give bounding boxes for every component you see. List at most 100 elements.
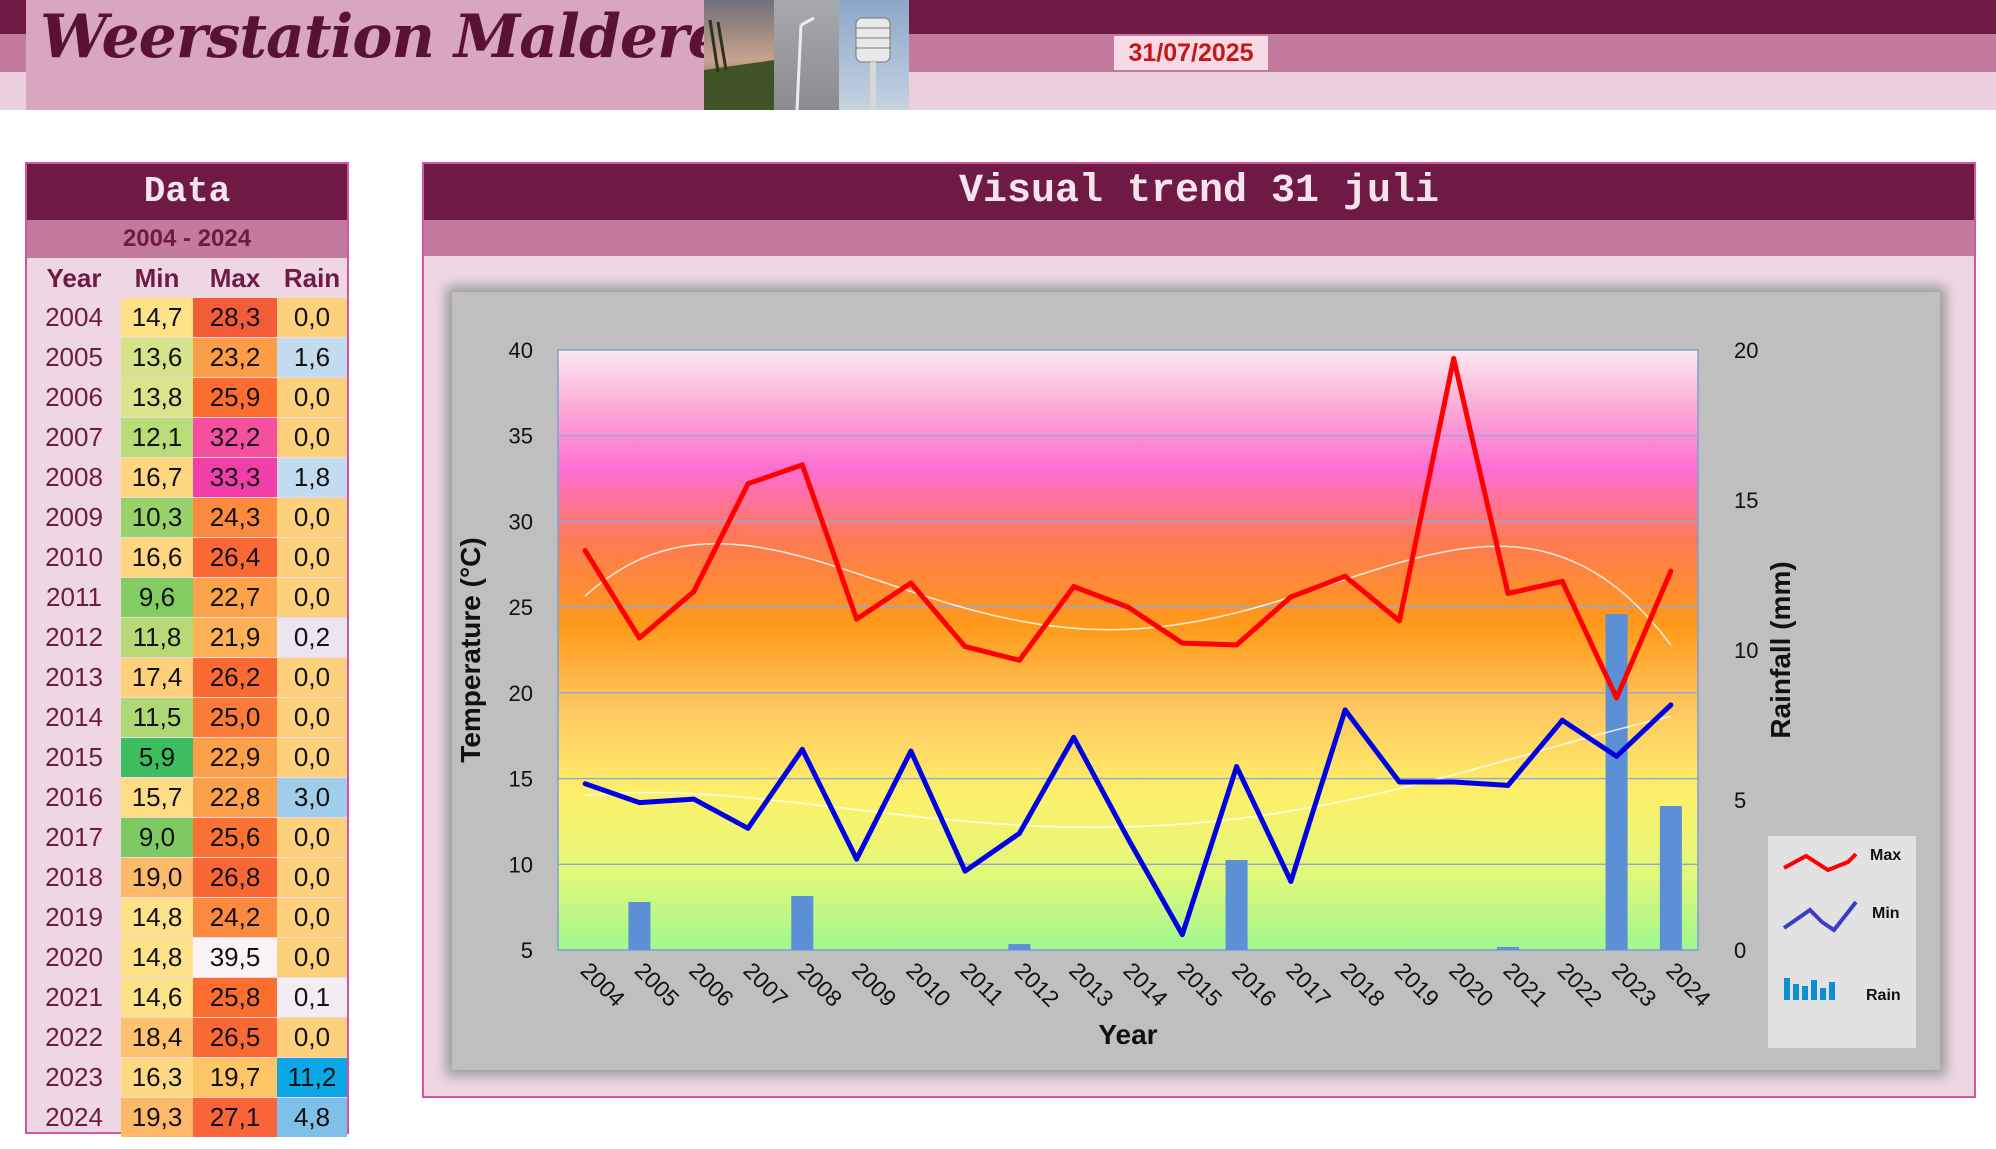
y-tick-label: 40 xyxy=(509,338,533,363)
rain-cell: 0,0 xyxy=(277,378,347,417)
year-cell: 2014 xyxy=(45,702,103,732)
min-point xyxy=(1071,734,1077,740)
rain-cell: 0,0 xyxy=(277,858,347,897)
min-point xyxy=(1125,836,1131,842)
table-row: 2013 17,4 26,2 0,0 xyxy=(27,658,347,698)
rain-cell: 0,0 xyxy=(277,818,347,857)
min-temp-cell: 9,0 xyxy=(121,818,193,857)
rain-cell: 0,0 xyxy=(277,698,347,737)
max-point xyxy=(1016,657,1022,663)
year-cell: 2008 xyxy=(45,462,103,492)
year-cell: 2007 xyxy=(45,422,103,452)
max-point xyxy=(1505,590,1511,596)
min-temp-cell: 5,9 xyxy=(121,738,193,777)
min-temp-cell: 16,6 xyxy=(121,538,193,577)
rain-cell: 4,8 xyxy=(277,1098,347,1137)
min-point xyxy=(1342,707,1348,713)
max-temp-cell: 25,6 xyxy=(193,818,277,857)
max-temp-cell: 33,3 xyxy=(193,458,277,497)
max-point xyxy=(908,580,914,586)
table-row: 2021 14,6 25,8 0,1 xyxy=(27,978,347,1018)
max-point xyxy=(636,635,642,641)
min-temp-cell: 14,8 xyxy=(121,898,193,937)
y2-tick-label: 20 xyxy=(1734,338,1758,363)
table-row: 2005 13,6 23,2 1,6 xyxy=(27,338,347,378)
min-point xyxy=(962,868,968,874)
legend-min-icon xyxy=(1782,900,1858,933)
year-cell: 2013 xyxy=(45,662,103,692)
rain-cell: 0,0 xyxy=(277,658,347,697)
max-point xyxy=(1234,642,1240,648)
max-point xyxy=(962,644,968,650)
column-header-max: Max xyxy=(209,263,261,293)
max-temp-cell: 27,1 xyxy=(193,1098,277,1137)
table-row: 2019 14,8 24,2 0,0 xyxy=(27,898,347,938)
min-temp-cell: 19,0 xyxy=(121,858,193,897)
photo-screen xyxy=(839,0,909,110)
chart-subheader-band xyxy=(424,220,1974,256)
min-point xyxy=(1179,932,1185,938)
min-point xyxy=(1668,702,1674,708)
min-temp-cell: 16,7 xyxy=(121,458,193,497)
rain-cell: 1,8 xyxy=(277,458,347,497)
table-row: 2022 18,4 26,5 0,0 xyxy=(27,1018,347,1058)
min-point xyxy=(1559,717,1565,723)
rain-cell: 0,0 xyxy=(277,538,347,577)
min-temp-cell: 13,6 xyxy=(121,338,193,377)
max-temp-cell: 23,2 xyxy=(193,338,277,377)
rain-cell: 0,0 xyxy=(277,298,347,337)
min-point xyxy=(636,800,642,806)
rain-cell: 0,0 xyxy=(277,898,347,937)
max-temp-cell: 24,3 xyxy=(193,498,277,537)
min-point xyxy=(1288,878,1294,884)
data-panel-title: Data xyxy=(27,164,347,220)
rain-cell: 0,0 xyxy=(277,578,347,617)
table-row: 2020 14,8 39,5 0,0 xyxy=(27,938,347,978)
rain-bar xyxy=(628,902,651,950)
max-point xyxy=(1614,695,1620,701)
max-temp-cell: 26,5 xyxy=(193,1018,277,1057)
min-point xyxy=(799,746,805,752)
table-row: 2010 16,6 26,4 0,0 xyxy=(27,538,347,578)
legend-box xyxy=(1768,836,1916,1048)
y-tick-label: 35 xyxy=(509,424,533,449)
year-cell: 2006 xyxy=(45,382,103,412)
y-tick-label: 10 xyxy=(509,852,533,877)
legend-rain-icon xyxy=(1784,978,1790,1000)
max-temp-cell: 26,8 xyxy=(193,858,277,897)
rain-bar xyxy=(1605,614,1628,950)
current-date: 31/07/2025 xyxy=(1114,36,1268,70)
legend-rain-icon xyxy=(1829,982,1835,1000)
max-point xyxy=(1396,618,1402,624)
legend-rain-icon xyxy=(1820,988,1826,1000)
min-temp-cell: 16,3 xyxy=(121,1058,193,1097)
table-row: 2004 14,7 28,3 0,0 xyxy=(27,298,347,338)
max-point xyxy=(691,589,697,595)
column-header-year: Year xyxy=(46,263,102,293)
year-cell: 2005 xyxy=(45,342,103,372)
min-point xyxy=(691,796,697,802)
min-point xyxy=(582,781,588,787)
min-temp-cell: 18,4 xyxy=(121,1018,193,1057)
rain-cell: 1,6 xyxy=(277,338,347,377)
year-cell: 2019 xyxy=(45,902,103,932)
legend-rain-icon xyxy=(1811,980,1817,1000)
max-temp-cell: 25,0 xyxy=(193,698,277,737)
min-temp-cell: 19,3 xyxy=(121,1098,193,1137)
year-cell: 2012 xyxy=(45,622,103,652)
rain-bar xyxy=(1497,947,1519,950)
photo-mast xyxy=(774,0,839,110)
data-panel: Data 2004 - 2024 Year Min Max Rain 2004 1… xyxy=(25,162,349,1137)
min-temp-cell: 11,8 xyxy=(121,618,193,657)
min-temp-cell: 15,7 xyxy=(121,778,193,817)
max-point xyxy=(799,462,805,468)
year-cell: 2023 xyxy=(45,1062,103,1092)
min-temp-cell: 10,3 xyxy=(121,498,193,537)
year-cell: 2010 xyxy=(45,542,103,572)
min-point xyxy=(745,825,751,831)
min-point xyxy=(908,748,914,754)
rain-cell: 11,2 xyxy=(277,1058,347,1097)
min-temp-cell: 14,7 xyxy=(121,298,193,337)
chart-panel: Visual trend 31 juli 5 10 15 20 25 30 35 40 0 5 10… xyxy=(422,162,1976,1098)
y-axis-title: Temperature (°C) xyxy=(455,537,486,762)
